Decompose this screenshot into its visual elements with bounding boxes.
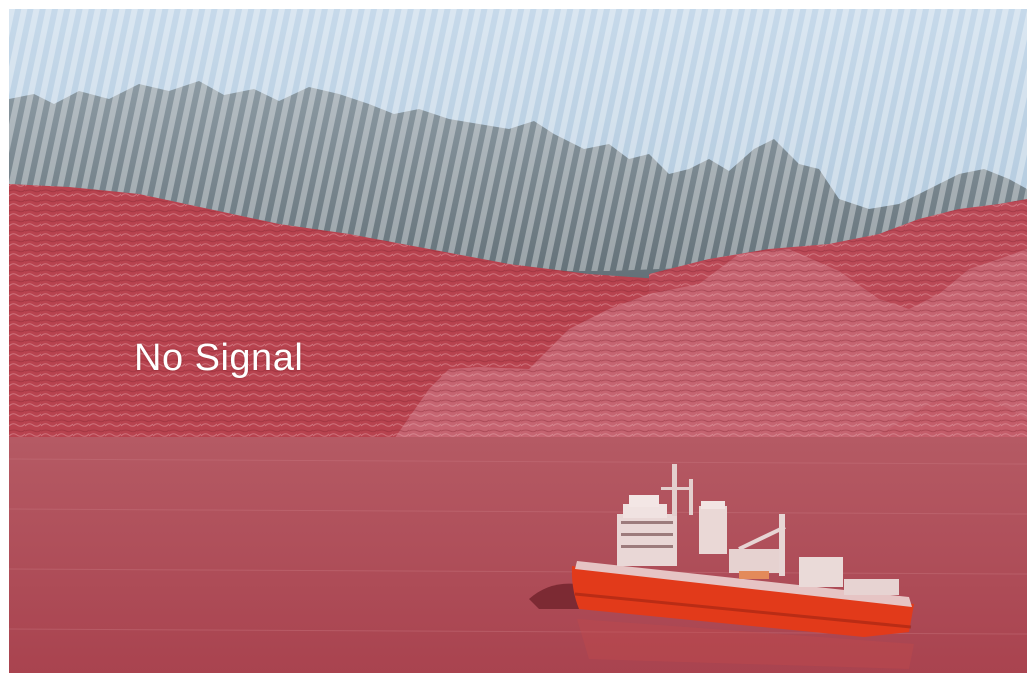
funnel <box>699 506 727 554</box>
water <box>9 437 1027 673</box>
no-signal-label: No Signal <box>134 337 304 379</box>
ship-reflection <box>577 619 914 669</box>
ship <box>571 464 914 669</box>
scene-canvas <box>9 9 1027 673</box>
signal-stripe-overlay <box>9 9 1027 271</box>
shore-rock <box>529 583 584 609</box>
crane <box>779 514 785 576</box>
scene-frame: No Signal <box>9 9 1027 673</box>
ship-deck <box>575 561 912 607</box>
